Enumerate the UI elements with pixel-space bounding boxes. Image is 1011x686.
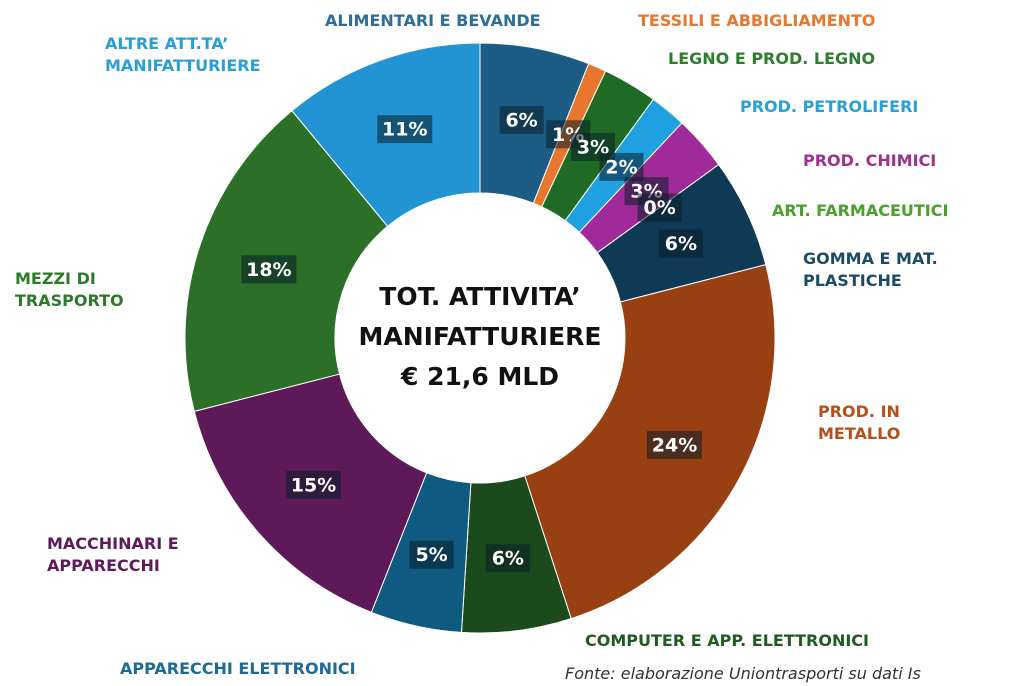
value-label-box [499,105,544,134]
category-label: PROD. IN METALLO [818,402,901,443]
value-label: 11% [382,119,427,141]
value-label: 6% [492,548,524,570]
category-label: ART. FARMACEUTICI [772,201,949,220]
center-text: € 21,6 MLD [400,362,559,391]
value-label-box [599,152,644,181]
value-label: 6% [665,233,697,255]
value-label-box [658,229,703,258]
category-label: MACCHINARI E APPARECCHI [47,534,179,575]
category-label: APPARECCHI ELETTRONICI [120,659,356,678]
value-label-box [241,255,297,284]
center-text: MANIFATTURIERE [358,322,601,351]
value-label-box [637,193,682,222]
value-label: 5% [415,544,447,566]
value-label-box [647,430,703,459]
category-label: PROD. PETROLIFERI [740,97,919,116]
source: Fonte: elaborazione Uniontrasporti su da… [565,664,921,683]
value-label: 3% [577,136,609,158]
value-label: 18% [246,259,291,281]
value-label-box [285,470,341,499]
category-label: ALIMENTARI E BEVANDE [325,11,541,30]
category-label: MEZZI DI TRASPORTO [15,269,124,310]
value-label-box [485,544,530,573]
value-label: 24% [652,434,697,456]
category-label: TESSILI E ABBIGLIAMENTO [638,11,876,30]
category-label: COMPUTER E APP. ELETTRONICI [585,631,869,650]
category-label: ALTRE ATT.TA’ MANIFATTURIERE [105,34,261,75]
category-label: GOMMA E MAT. PLASTICHE [803,249,938,290]
value-label: 0% [643,197,675,219]
value-label: 15% [291,474,336,496]
category-label: PROD. CHIMICI [803,151,937,170]
value-label-box [409,540,454,569]
center-hole [335,193,625,483]
center-text: TOT. ATTIVITA’ [379,282,580,311]
value-label: 2% [605,156,637,178]
category-label: LEGNO E PROD. LEGNO [668,49,876,68]
value-label-box [377,115,433,144]
value-label: 6% [505,109,537,131]
